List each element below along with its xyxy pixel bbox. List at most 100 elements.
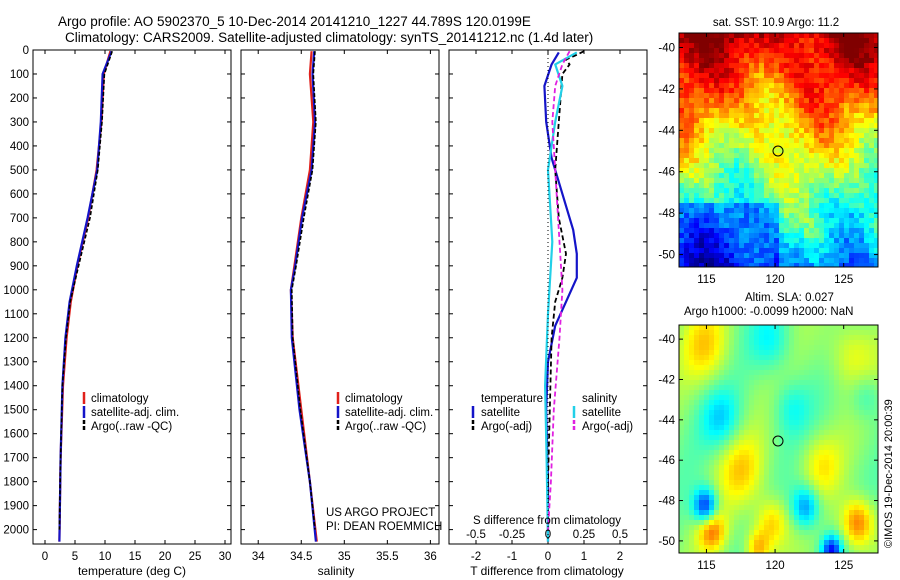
- sla-cell: [719, 350, 725, 356]
- sla-cell: [869, 520, 875, 526]
- sst-cell: [819, 128, 825, 134]
- sla-cell: [734, 515, 740, 521]
- sst-cell: [684, 58, 690, 64]
- sst-cell: [719, 173, 725, 179]
- sla-cell: [699, 500, 705, 506]
- sla-cell: [689, 375, 695, 381]
- sla-cell: [679, 325, 685, 331]
- sla-cell: [859, 330, 865, 336]
- sla-cell: [819, 350, 825, 356]
- sst-cell: [844, 118, 850, 124]
- sst-cell: [774, 198, 780, 204]
- sla-cell: [854, 490, 860, 496]
- sla-cell: [694, 545, 700, 551]
- sla-cell: [709, 490, 715, 496]
- sst-cell: [824, 188, 830, 194]
- sla-cell: [749, 435, 755, 441]
- sla-cell: [724, 345, 730, 351]
- sla-cell: [874, 515, 878, 521]
- sst-cell: [724, 33, 730, 39]
- sst-cell: [689, 128, 695, 134]
- sla-cell: [684, 515, 690, 521]
- sst-cell: [739, 88, 745, 94]
- sst-cell: [739, 173, 745, 179]
- sla-cell: [799, 350, 805, 356]
- sst-cell: [689, 118, 695, 124]
- sst-cell: [714, 223, 720, 229]
- sst-cell: [719, 118, 725, 124]
- sst-cell: [684, 253, 690, 259]
- sla-cell: [794, 425, 800, 431]
- sla-cell: [834, 335, 840, 341]
- sla-cell: [734, 430, 740, 436]
- sst-map-title: sat. SST: 10.9 Argo: 11.2: [713, 17, 839, 29]
- sla-cell: [724, 470, 730, 476]
- sst-cell: [729, 128, 735, 134]
- sla-cell: [694, 540, 700, 546]
- sla-cell: [714, 440, 720, 446]
- sst-cell: [764, 143, 770, 149]
- sla-cell: [714, 375, 720, 381]
- sst-cell: [819, 113, 825, 119]
- sla-cell: [724, 485, 730, 491]
- sst-cell: [734, 123, 740, 129]
- sla-cell: [709, 445, 715, 451]
- sla-cell: [704, 380, 710, 386]
- sst-cell: [834, 168, 840, 174]
- sst-cell: [814, 113, 820, 119]
- sla-cell: [834, 430, 840, 436]
- sst-cell: [744, 148, 750, 154]
- sla-cell: [859, 500, 865, 506]
- sst-cell: [769, 128, 775, 134]
- sla-cell: [694, 325, 700, 331]
- sst-cell: [854, 73, 860, 79]
- sla-cell: [864, 435, 870, 441]
- sla-cell: [729, 430, 735, 436]
- sla-cell: [784, 410, 790, 416]
- sst-cell: [734, 158, 740, 164]
- sla-cell: [779, 415, 785, 421]
- sla-cell: [694, 450, 700, 456]
- sla-cell: [794, 410, 800, 416]
- sst-cell: [859, 88, 865, 94]
- map-y-tick-label: -44: [658, 415, 675, 427]
- sst-cell: [784, 118, 790, 124]
- sla-cell: [839, 340, 845, 346]
- sst-cell: [844, 148, 850, 154]
- sla-cell: [764, 400, 770, 406]
- sla-cell: [794, 460, 800, 466]
- sst-cell: [699, 103, 705, 109]
- sst-cell: [739, 158, 745, 164]
- sla-cell: [684, 485, 690, 491]
- sla-cell: [824, 415, 830, 421]
- sla-cell: [789, 330, 795, 336]
- sst-cell: [679, 88, 685, 94]
- sst-cell: [854, 198, 860, 204]
- sla-cell: [729, 475, 735, 481]
- sla-cell: [849, 470, 855, 476]
- sst-cell: [724, 118, 730, 124]
- sla-cell: [774, 460, 780, 466]
- sst-cell: [694, 168, 700, 174]
- sla-cell: [849, 440, 855, 446]
- sst-cell: [729, 178, 735, 184]
- sst-cell: [709, 53, 715, 59]
- sst-cell: [769, 93, 775, 99]
- sla-cell: [874, 425, 878, 431]
- sst-cell: [869, 93, 875, 99]
- sla-cell: [799, 510, 805, 516]
- sla-map: Altim. SLA: 0.027 Argo h1000: -0.0099 h2…: [658, 292, 879, 572]
- map-y-tick-label: -40: [658, 334, 675, 346]
- sst-cell: [709, 38, 715, 44]
- sla-cell: [759, 335, 765, 341]
- sla-cell: [739, 530, 745, 536]
- sla-cell: [739, 380, 745, 386]
- sst-cell: [839, 53, 845, 59]
- sst-cell: [714, 93, 720, 99]
- sst-cell: [814, 143, 820, 149]
- sst-cell: [699, 148, 705, 154]
- sla-cell: [844, 475, 850, 481]
- sst-cell: [759, 258, 765, 264]
- sla-cell: [849, 415, 855, 421]
- sla-cell: [824, 375, 830, 381]
